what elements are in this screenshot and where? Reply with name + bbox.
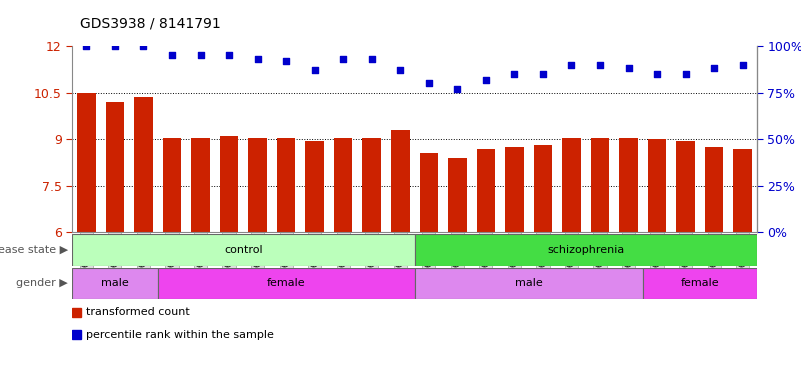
Bar — [362, 137, 381, 232]
Text: percentile rank within the sample: percentile rank within the sample — [86, 329, 274, 339]
Bar — [277, 137, 296, 232]
Bar — [648, 139, 666, 232]
Bar — [72, 268, 158, 299]
Point — [708, 65, 721, 71]
Text: gender ▶: gender ▶ — [16, 278, 68, 288]
Point — [394, 67, 407, 73]
Bar — [619, 137, 638, 232]
Bar — [505, 147, 524, 232]
Bar — [477, 149, 495, 232]
Point — [336, 56, 349, 62]
Point — [108, 43, 121, 49]
Text: schizophrenia: schizophrenia — [547, 245, 624, 255]
Point — [622, 65, 635, 71]
Bar — [248, 137, 267, 232]
Bar — [305, 141, 324, 232]
Bar — [642, 268, 757, 299]
Point — [480, 76, 493, 83]
Text: GDS3938 / 8141791: GDS3938 / 8141791 — [80, 17, 221, 31]
Bar — [391, 130, 409, 232]
Bar — [676, 141, 695, 232]
Point — [736, 62, 749, 68]
Bar — [448, 158, 467, 232]
Bar — [219, 136, 239, 232]
Bar — [191, 137, 210, 232]
Text: female: female — [267, 278, 305, 288]
Point — [451, 86, 464, 92]
Point — [137, 43, 150, 49]
Point — [166, 52, 179, 58]
Text: disease state ▶: disease state ▶ — [0, 245, 68, 255]
Point — [194, 52, 207, 58]
Bar — [77, 93, 95, 232]
Point — [565, 62, 578, 68]
Bar — [134, 97, 153, 232]
Bar — [158, 268, 415, 299]
Point — [537, 71, 549, 77]
Bar — [533, 146, 552, 232]
Point — [650, 71, 663, 77]
Point — [679, 71, 692, 77]
Bar — [163, 137, 181, 232]
Point — [223, 52, 235, 58]
Bar — [72, 234, 415, 266]
Bar — [72, 330, 81, 339]
Text: transformed count: transformed count — [86, 307, 190, 317]
Text: female: female — [681, 278, 719, 288]
Point — [252, 56, 264, 62]
Bar — [72, 308, 81, 316]
Point — [280, 58, 292, 64]
Bar — [562, 137, 581, 232]
Bar — [734, 149, 752, 232]
Bar — [415, 268, 642, 299]
Point — [594, 62, 606, 68]
Bar — [590, 137, 610, 232]
Bar — [334, 137, 352, 232]
Point — [508, 71, 521, 77]
Bar — [420, 153, 438, 232]
Text: male: male — [101, 278, 129, 288]
Bar — [106, 102, 124, 232]
Point — [422, 80, 435, 86]
Text: control: control — [224, 245, 263, 255]
Point — [80, 43, 93, 49]
Point — [308, 67, 321, 73]
Bar — [705, 147, 723, 232]
Bar — [415, 234, 757, 266]
Text: male: male — [515, 278, 542, 288]
Point — [365, 56, 378, 62]
